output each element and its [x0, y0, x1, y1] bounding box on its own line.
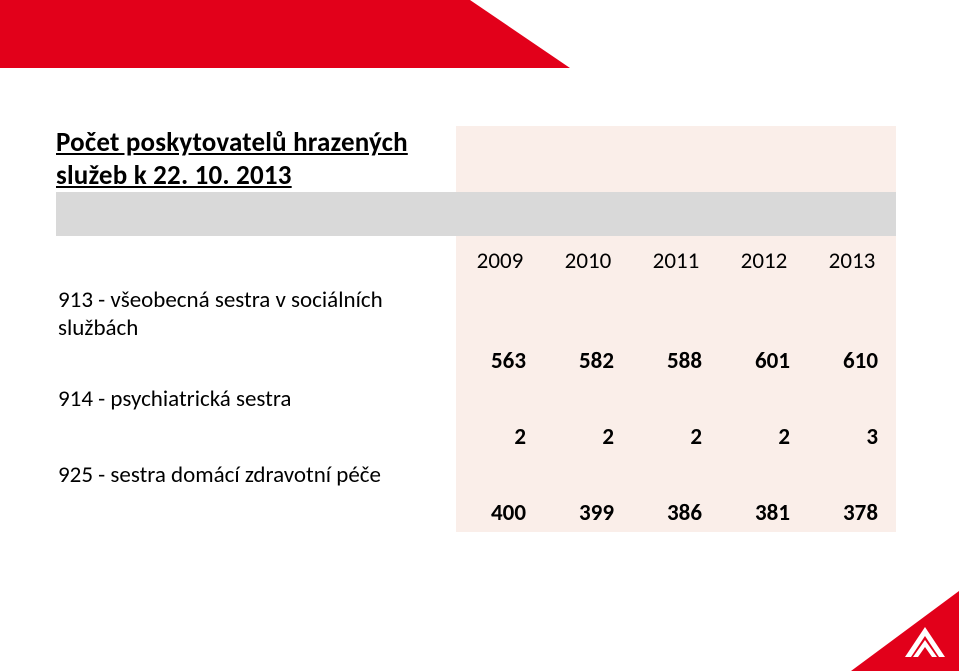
header-band: [0, 0, 959, 68]
brand-logo-svg: [839, 591, 959, 671]
year-header: 2010: [544, 236, 632, 286]
title-spacer: [632, 126, 720, 192]
title-spacer: [808, 126, 896, 192]
cell-value: 3: [808, 418, 896, 456]
year-header: 2013: [808, 236, 896, 286]
cell-value: 386: [632, 494, 720, 532]
cell-value: 601: [720, 342, 808, 380]
table-row: 400 399 386 381 378: [56, 494, 896, 532]
title-row: Počet poskytovatelů hrazených služeb k 2…: [56, 126, 896, 192]
title-spacer: [544, 126, 632, 192]
page-title: Počet poskytovatelů hrazených služeb k 2…: [56, 126, 408, 192]
row-label: 914 - psychiatrická sestra: [56, 380, 456, 418]
cell-value: 399: [544, 494, 632, 532]
header-band-svg: [0, 0, 959, 68]
cell-value: 378: [808, 494, 896, 532]
gray-band: [56, 192, 896, 236]
cell-value: 381: [720, 494, 808, 532]
data-table-wrap: Počet poskytovatelů hrazených služeb k 2…: [56, 126, 896, 532]
cell-value: 2: [544, 418, 632, 456]
cell-value: 563: [456, 342, 544, 380]
row-label: 925 - sestra domácí zdravotní péče: [56, 456, 456, 494]
cell-value: 2: [456, 418, 544, 456]
year-header: 2011: [632, 236, 720, 286]
table-row-label: 914 - psychiatrická sestra: [56, 380, 896, 418]
cell-value: 400: [456, 494, 544, 532]
data-table: Počet poskytovatelů hrazených služeb k 2…: [56, 126, 896, 532]
cell-value: 2: [632, 418, 720, 456]
brand-logo-icon: [839, 591, 959, 671]
title-spacer: [456, 126, 544, 192]
cell-value: 610: [808, 342, 896, 380]
title-spacer: [720, 126, 808, 192]
year-header: 2012: [720, 236, 808, 286]
year-header: 2009: [456, 236, 544, 286]
table-row-label: 913 - všeobecná sestra v sociálních služ…: [56, 286, 896, 342]
table-row-label: 925 - sestra domácí zdravotní péče: [56, 456, 896, 494]
row-label: 913 - všeobecná sestra v sociálních služ…: [56, 286, 456, 342]
cell-value: 588: [632, 342, 720, 380]
cell-value: 2: [720, 418, 808, 456]
cell-value: 582: [544, 342, 632, 380]
table-row: 2 2 2 2 3: [56, 418, 896, 456]
year-header-row: 2009 2010 2011 2012 2013: [56, 236, 896, 286]
table-row: 563 582 588 601 610: [56, 342, 896, 380]
